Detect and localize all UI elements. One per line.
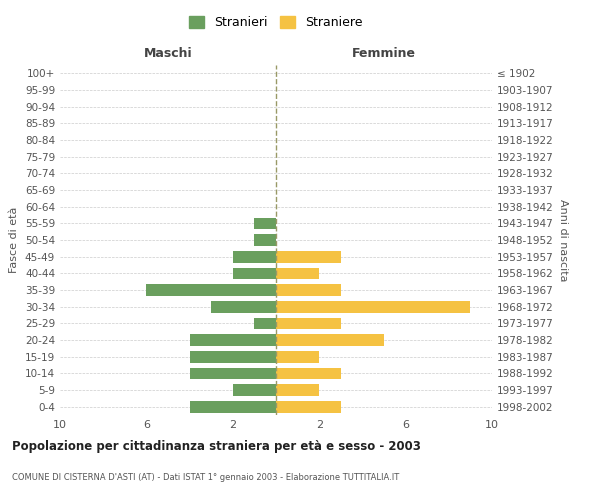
Bar xyxy=(254,218,276,229)
Y-axis label: Fasce di età: Fasce di età xyxy=(10,207,19,273)
Bar xyxy=(190,401,276,412)
Bar xyxy=(233,384,276,396)
Bar xyxy=(276,351,319,362)
Bar xyxy=(211,301,276,312)
Bar xyxy=(276,284,341,296)
Bar xyxy=(276,301,470,312)
Bar xyxy=(254,318,276,329)
Text: Femmine: Femmine xyxy=(352,47,416,60)
Bar xyxy=(276,401,341,412)
Bar xyxy=(233,251,276,262)
Legend: Stranieri, Straniere: Stranieri, Straniere xyxy=(184,11,368,34)
Bar xyxy=(276,251,341,262)
Bar xyxy=(190,368,276,379)
Y-axis label: Anni di nascita: Anni di nascita xyxy=(557,198,568,281)
Bar xyxy=(190,351,276,362)
Bar xyxy=(190,334,276,346)
Text: COMUNE DI CISTERNA D'ASTI (AT) - Dati ISTAT 1° gennaio 2003 - Elaborazione TUTTI: COMUNE DI CISTERNA D'ASTI (AT) - Dati IS… xyxy=(12,473,399,482)
Bar xyxy=(276,268,319,279)
Text: Popolazione per cittadinanza straniera per età e sesso - 2003: Popolazione per cittadinanza straniera p… xyxy=(12,440,421,453)
Text: Maschi: Maschi xyxy=(143,47,193,60)
Bar xyxy=(276,368,341,379)
Bar xyxy=(276,334,384,346)
Bar xyxy=(146,284,276,296)
Bar xyxy=(233,268,276,279)
Bar xyxy=(276,318,341,329)
Bar xyxy=(254,234,276,246)
Bar xyxy=(276,384,319,396)
